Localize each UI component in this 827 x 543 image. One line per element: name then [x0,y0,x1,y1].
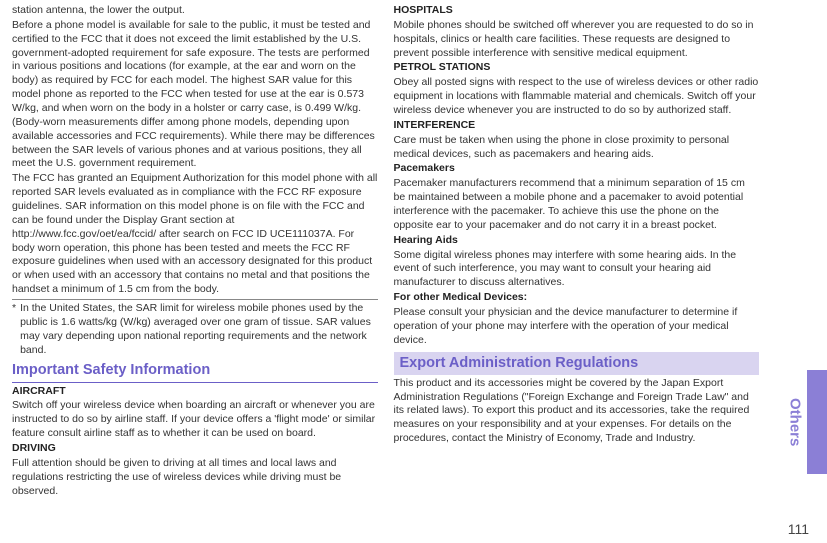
page-number: 111 [788,521,809,537]
section-tab [807,370,827,474]
section-heading-export: Export Administration Regulations [394,352,760,375]
subheading-driving: DRIVING [12,442,378,456]
body-text: Full attention should be given to drivin… [12,457,378,499]
section-tab-label: Others [785,370,805,474]
subheading-interference: INTERFERENCE [394,119,760,133]
subheading-petrol: PETROL STATIONS [394,61,760,75]
body-text: The FCC has granted an Equipment Authori… [12,172,378,297]
body-text: Obey all posted signs with respect to th… [394,76,760,118]
subheading-pacemakers: Pacemakers [394,162,760,176]
body-text: Switch off your wireless device when boa… [12,399,378,441]
body-text: Pacemaker manufacturers recommend that a… [394,177,760,232]
left-column: station antenna, the lower the output. B… [12,4,378,539]
body-text: station antenna, the lower the output. [12,4,378,18]
body-text: Some digital wireless phones may interfe… [394,249,760,291]
page-spread: station antenna, the lower the output. B… [0,0,827,543]
body-text: Please consult your physician and the de… [394,306,760,348]
subheading-other-medical: For other Medical Devices: [394,291,760,305]
body-text: Mobile phones should be switched off whe… [394,19,760,61]
footnote: * In the United States, the SAR limit fo… [12,299,378,357]
right-column: HOSPITALS Mobile phones should be switch… [394,4,760,539]
subheading-aircraft: AIRCRAFT [12,385,378,399]
subheading-hearing-aids: Hearing Aids [394,234,760,248]
subheading-hospitals: HOSPITALS [394,4,760,18]
body-text: This product and its accessories might b… [394,377,760,446]
footnote-marker: * [12,302,16,357]
body-text: Before a phone model is available for sa… [12,19,378,171]
section-heading-safety: Important Safety Information [12,361,378,382]
footnote-text: In the United States, the SAR limit for … [20,302,377,357]
body-text: Care must be taken when using the phone … [394,134,760,162]
